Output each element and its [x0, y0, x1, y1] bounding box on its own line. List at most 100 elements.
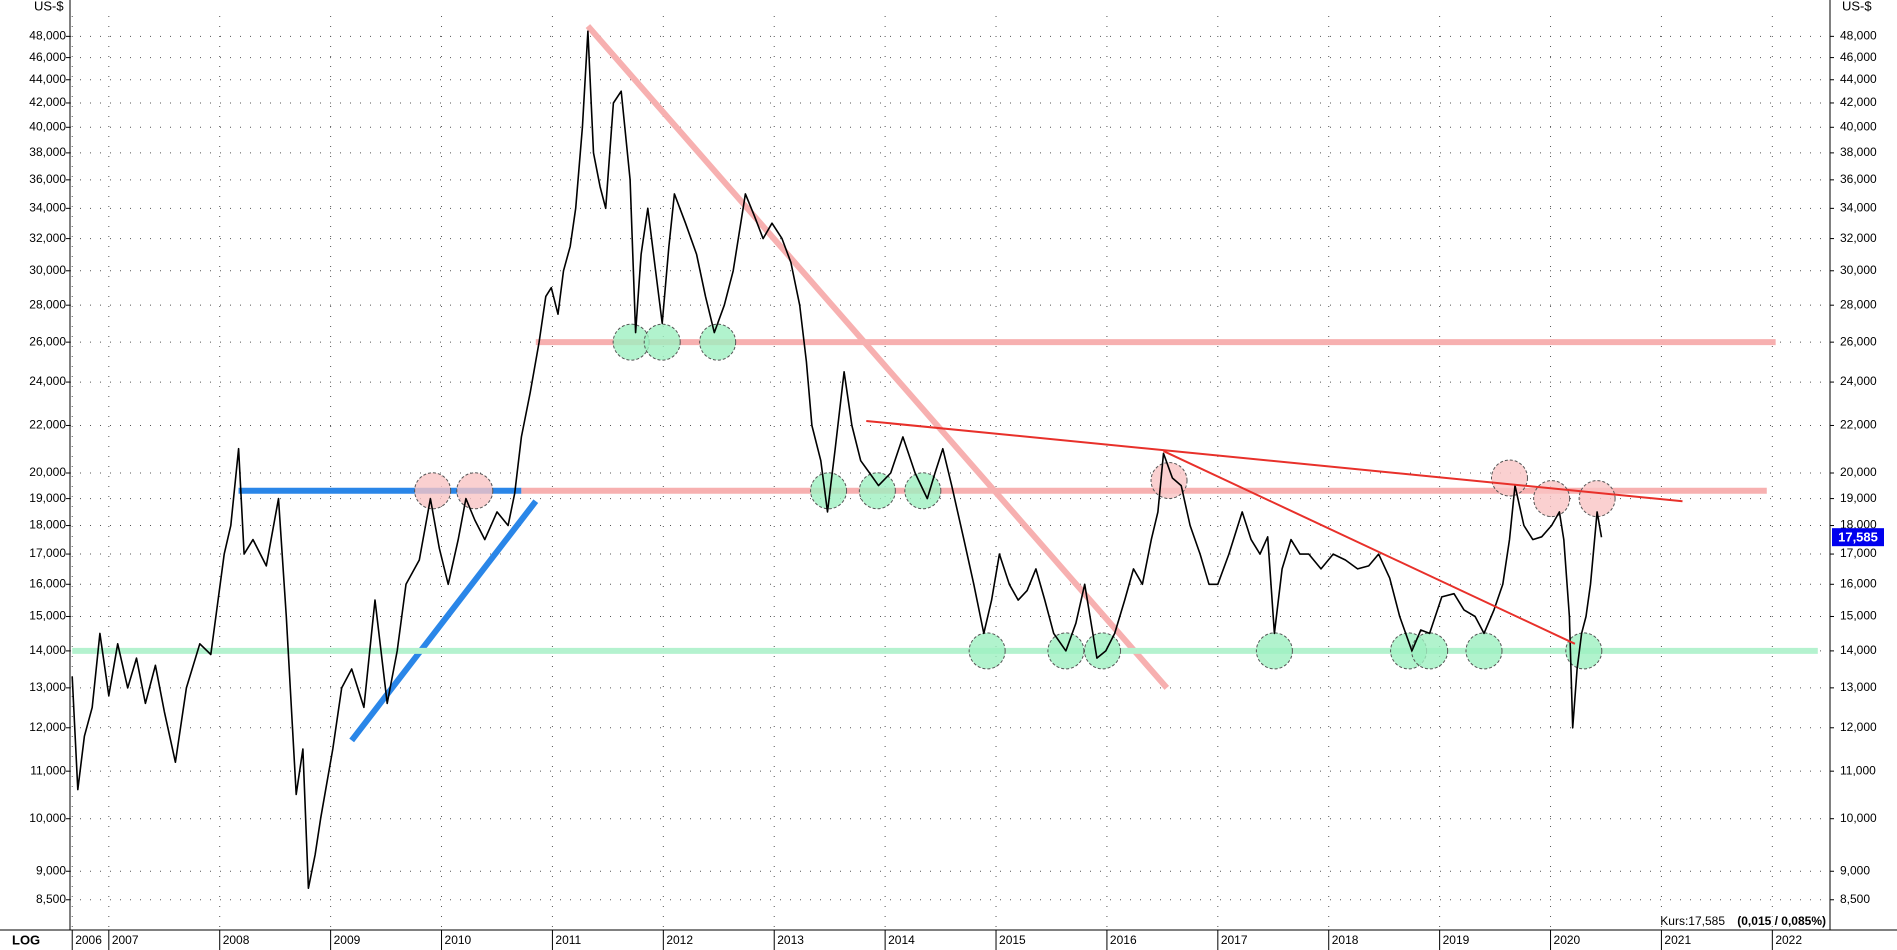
y-tick-label-right: 20,000 [1840, 465, 1877, 479]
y-tick-label: 28,000 [29, 297, 66, 311]
y-tick-label-right: 15,000 [1840, 609, 1877, 623]
y-tick-label: 9,000 [36, 863, 66, 877]
x-tick-label: 2022 [1775, 933, 1802, 947]
y-tick-label: 20,000 [29, 465, 66, 479]
x-tick-label: 2020 [1554, 933, 1581, 947]
x-tick-label: 2009 [334, 933, 361, 947]
y-tick-label-right: 12,000 [1840, 720, 1877, 734]
x-tick-label: 2011 [555, 933, 581, 947]
trendline [1163, 450, 1576, 645]
y-tick-label: 13,000 [29, 680, 66, 694]
y-tick-label: 38,000 [29, 145, 66, 159]
x-tick-label: 2013 [777, 933, 804, 947]
y-tick-label-right: 26,000 [1840, 334, 1877, 348]
y-unit-right: US-$ [1842, 0, 1872, 13]
quote: Kurs:17,585 [1660, 914, 1725, 928]
y-tick-label: 34,000 [29, 201, 66, 215]
x-tick-label: 2007 [112, 933, 139, 947]
y-tick-label-right: 34,000 [1840, 201, 1877, 215]
y-tick-label-right: 17,000 [1840, 546, 1877, 560]
x-tick-label: 2014 [888, 933, 915, 947]
y-tick-label: 46,000 [29, 50, 66, 64]
touch-marker [643, 323, 681, 361]
y-tick-label-right: 8,500 [1840, 892, 1870, 906]
touch-marker [1255, 632, 1293, 670]
y-tick-label: 8,500 [36, 892, 66, 906]
touch-marker [810, 472, 848, 510]
last-price-label: 17,585 [1838, 530, 1878, 545]
x-tick-label: 2019 [1443, 933, 1470, 947]
y-tick-label: 36,000 [29, 172, 66, 186]
y-tick-label-right: 40,000 [1840, 119, 1877, 133]
touch-marker [414, 472, 452, 510]
y-tick-label-right: 10,000 [1840, 811, 1877, 825]
touch-marker [1565, 632, 1603, 670]
y-tick-label: 44,000 [29, 72, 66, 86]
x-tick-label: 2016 [1110, 933, 1137, 947]
touch-marker [1533, 480, 1571, 518]
x-tick-label: 2010 [445, 933, 472, 947]
y-tick-label: 18,000 [29, 518, 66, 532]
y-tick-label: 14,000 [29, 643, 66, 657]
touch-marker [858, 472, 896, 510]
x-tick-label: 2017 [1221, 933, 1248, 947]
y-tick-label-right: 46,000 [1840, 50, 1877, 64]
scale-label: LOG [12, 932, 40, 947]
y-unit-left: US-$ [34, 0, 64, 13]
touch-marker [1578, 480, 1616, 518]
y-tick-label: 10,000 [29, 811, 66, 825]
y-tick-label-right: 24,000 [1840, 374, 1877, 388]
x-tick-label: 2006 [75, 933, 102, 947]
y-tick-label: 17,000 [29, 546, 66, 560]
y-tick-label: 30,000 [29, 263, 66, 277]
last-price-box [1832, 528, 1884, 547]
x-tick-label: 2018 [1332, 933, 1359, 947]
x-tick-label: 2015 [999, 933, 1026, 947]
y-tick-label: 24,000 [29, 374, 66, 388]
y-tick-label-right: 36,000 [1840, 172, 1877, 186]
y-tick-label-right: 42,000 [1840, 95, 1877, 109]
y-tick-label: 16,000 [29, 576, 66, 590]
y-tick-label-right: 19,000 [1840, 491, 1877, 505]
x-tick-label: 2008 [223, 933, 250, 947]
y-tick-label-right: 13,000 [1840, 680, 1877, 694]
y-tick-label: 32,000 [29, 231, 66, 245]
y-tick-label-right: 44,000 [1840, 72, 1877, 86]
y-tick-label: 12,000 [29, 720, 66, 734]
price-line [71, 30, 1603, 889]
touch-marker [1465, 632, 1503, 670]
annotations [72, 24, 1818, 743]
x-tick-label: 2021 [1664, 933, 1691, 947]
y-tick-label-right: 32,000 [1840, 231, 1877, 245]
y-tick-label-right: 38,000 [1840, 145, 1877, 159]
y-tick-label-right: 48,000 [1840, 29, 1877, 43]
touch-marker [699, 323, 737, 361]
x-tick-label: 2012 [666, 933, 693, 947]
y-tick-label: 42,000 [29, 95, 66, 109]
touch-marker [968, 632, 1006, 670]
y-tick-label-right: 16,000 [1840, 576, 1877, 590]
trendline [866, 419, 1683, 503]
quote-change: (0,015 / 0,085%) [1737, 914, 1826, 928]
y-tick-label-right: 22,000 [1840, 418, 1877, 432]
y-tick-label-right: 30,000 [1840, 263, 1877, 277]
y-tick-label-right: 14,000 [1840, 643, 1877, 657]
y-tick-label: 19,000 [29, 491, 66, 505]
y-tick-label: 22,000 [29, 418, 66, 432]
y-tick-label-right: 11,000 [1840, 763, 1876, 777]
touch-marker [1490, 459, 1528, 497]
y-tick-label: 26,000 [29, 334, 66, 348]
y-tick-label: 11,000 [30, 763, 66, 777]
y-tick-label: 40,000 [29, 119, 66, 133]
y-tick-label-right: 28,000 [1840, 297, 1877, 311]
support-resistance-line [585, 24, 1170, 690]
support-resistance-line [349, 499, 539, 743]
y-tick-label: 15,000 [29, 609, 66, 623]
y-tick-label: 48,000 [29, 29, 66, 43]
plot [71, 30, 1683, 889]
touch-marker [456, 472, 494, 510]
touch-marker [1083, 632, 1121, 670]
y-tick-label-right: 9,000 [1840, 863, 1870, 877]
